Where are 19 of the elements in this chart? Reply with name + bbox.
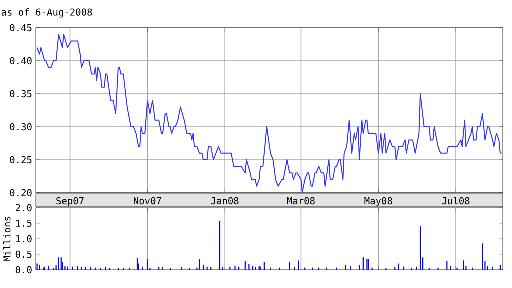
y-tick-label: 0.30 bbox=[10, 123, 32, 131]
x-tick-label: Mar08 bbox=[287, 197, 315, 205]
x-tick-label: May08 bbox=[364, 197, 392, 206]
y-tick-label: 2.0 bbox=[16, 204, 32, 212]
x-tick-label: Jan08 bbox=[211, 197, 239, 205]
y-tick-label: 0.0 bbox=[16, 266, 32, 274]
y-tick-label: 0.5 bbox=[16, 250, 32, 258]
y-tick-label: 0.35 bbox=[10, 90, 32, 98]
y-axis-title: Millions bbox=[3, 217, 11, 262]
y-tick-label: 1.5 bbox=[16, 220, 32, 228]
x-tick-label: Jul08 bbox=[442, 197, 470, 205]
x-tick-label: Nov07 bbox=[134, 197, 162, 205]
y-tick-label: 0.40 bbox=[10, 57, 32, 65]
y-tick-label: 0.25 bbox=[10, 156, 32, 164]
y-tick-label: 0.20 bbox=[10, 189, 32, 197]
chart-title: as of 6-Aug-2008 bbox=[2, 8, 92, 18]
y-tick-label: 1.0 bbox=[16, 235, 32, 243]
x-tick-label: Sep07 bbox=[56, 197, 84, 206]
y-tick-label: 0.45 bbox=[10, 24, 32, 32]
